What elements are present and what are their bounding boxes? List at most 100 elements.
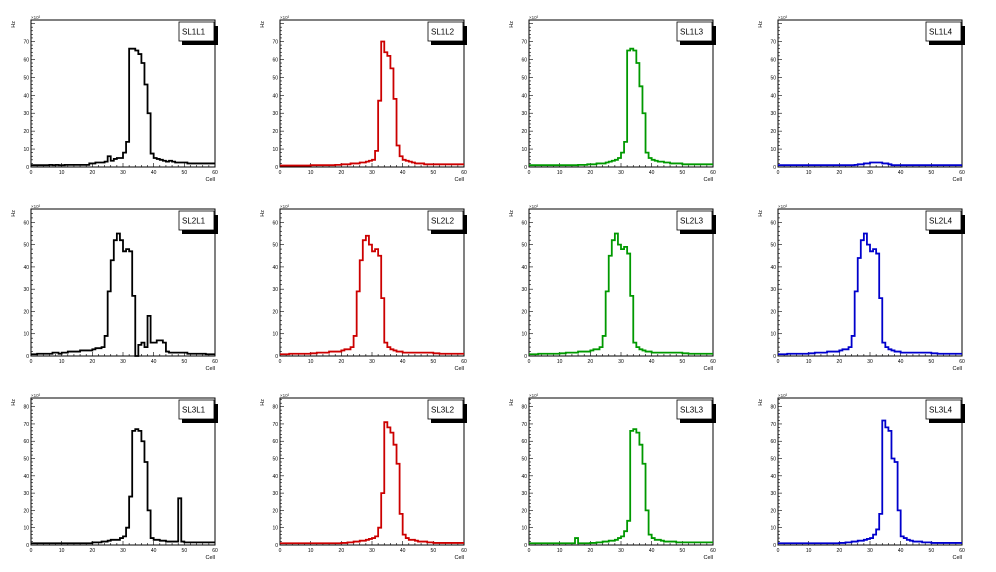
x-axis-label: Cell [455, 555, 464, 561]
x-tick-label: 0 [30, 170, 33, 176]
x-tick-label: 10 [557, 170, 563, 176]
y-axis-label: Hz [260, 21, 266, 28]
y-tick-label: 60 [521, 57, 527, 63]
x-tick-label: 10 [308, 170, 314, 176]
x-tick-label: 20 [339, 548, 345, 554]
x-tick-label: 40 [400, 548, 406, 554]
y-tick-label: 80 [770, 405, 776, 411]
histogram-panel-sl3l2: 0 10 20 30 40 50 60 0 10 20 30 40 50 60 70 80 Cell Hz ×10³… [260, 393, 467, 561]
histogram-panel-sl1l3: 0 10 20 30 40 50 60 0 10 20 30 40 50 60 70 Cell Hz ×10³ SL… [509, 15, 716, 183]
y-tick-label: 40 [521, 93, 527, 99]
y-tick-label: 0 [275, 354, 278, 360]
y-tick-label: 40 [272, 93, 278, 99]
title-box [676, 399, 713, 420]
x-tick-label: 10 [557, 359, 563, 365]
x-tick-label: 50 [182, 170, 188, 176]
x-tick-label: 30 [867, 359, 873, 365]
x-tick-label: 60 [710, 548, 716, 554]
y-tick-label: 30 [521, 287, 527, 293]
y-tick-label: 80 [272, 405, 278, 411]
y-tick-label: 40 [23, 93, 29, 99]
x-tick-label: 60 [710, 170, 716, 176]
x-tick-label: 30 [618, 170, 624, 176]
x-tick-label: 40 [151, 359, 157, 365]
y-axis-multiplier: ×10³ [778, 15, 788, 20]
y-tick-label: 10 [23, 526, 29, 532]
x-tick-label: 0 [528, 359, 531, 365]
x-tick-label: 10 [308, 548, 314, 554]
x-tick-label: 0 [279, 548, 282, 554]
y-tick-label: 10 [272, 332, 278, 338]
y-axis-label: Hz [509, 210, 515, 217]
histogram-panel-sl3l1: 0 10 20 30 40 50 60 0 10 20 30 40 50 60 70 80 Cell Hz ×10³… [11, 393, 218, 561]
x-tick-label: 60 [959, 548, 965, 554]
y-axis-label: Hz [11, 21, 17, 28]
x-tick-label: 0 [528, 548, 531, 554]
x-axis-label: Cell [206, 366, 215, 372]
x-tick-label: 0 [279, 170, 282, 176]
y-tick-label: 50 [23, 243, 29, 249]
x-tick-label: 40 [898, 170, 904, 176]
y-tick-label: 10 [272, 147, 278, 153]
x-tick-label: 60 [959, 170, 965, 176]
x-axis-label: Cell [953, 366, 962, 372]
histogram-panel-sl2l4: 0 10 20 30 40 50 600102030405060CellHz×10³SL2L… [758, 204, 965, 372]
y-tick-label: 50 [521, 457, 527, 463]
histogram-title: SL2L1 [182, 217, 206, 226]
x-tick-label: 30 [369, 359, 375, 365]
y-tick-label: 40 [521, 265, 527, 271]
x-tick-label: 10 [806, 548, 812, 554]
histogram-title: SL1L3 [680, 28, 704, 37]
y-tick-label: 50 [23, 75, 29, 81]
x-tick-label: 50 [929, 548, 935, 554]
y-axis-multiplier: ×10³ [31, 393, 41, 398]
histogram-series-line [280, 421, 464, 545]
y-tick-label: 60 [23, 439, 29, 445]
y-tick-label: 70 [23, 422, 29, 428]
y-tick-label: 60 [272, 57, 278, 63]
x-tick-label: 40 [151, 548, 157, 554]
x-tick-label: 40 [649, 548, 655, 554]
title-box [178, 399, 215, 420]
histogram-series-line [31, 47, 215, 167]
y-tick-label: 0 [524, 165, 527, 171]
x-tick-label: 30 [369, 170, 375, 176]
x-tick-label: 50 [680, 359, 686, 365]
y-tick-label: 50 [272, 243, 278, 249]
y-tick-label: 10 [770, 332, 776, 338]
x-tick-label: 40 [898, 548, 904, 554]
x-tick-label: 60 [212, 170, 218, 176]
histogram-panel-sl2l2: 0 10 20 30 40 50 600102030405060CellHz×10³SL2L… [260, 204, 467, 372]
title-box [427, 399, 464, 420]
x-tick-label: 0 [777, 359, 780, 365]
title-box [925, 399, 962, 420]
y-tick-label: 40 [521, 474, 527, 480]
y-tick-label: 30 [770, 287, 776, 293]
histogram-series-line [778, 419, 962, 545]
y-axis-label: Hz [758, 399, 764, 406]
y-axis-multiplier: ×10³ [280, 393, 290, 398]
x-tick-label: 50 [929, 170, 935, 176]
histogram-title: SL2L3 [680, 217, 704, 226]
y-tick-label: 60 [521, 439, 527, 445]
y-axis-multiplier: ×10³ [778, 393, 788, 398]
title-box [925, 21, 962, 42]
x-tick-label: 60 [212, 359, 218, 365]
histogram-panel-sl2l3: 0 10 20 30 40 50 600102030405060CellHz×10³SL2L… [509, 204, 716, 372]
histogram-series-line [778, 232, 962, 356]
x-tick-label: 20 [588, 548, 594, 554]
y-tick-label: 0 [26, 165, 29, 171]
y-tick-label: 20 [521, 309, 527, 315]
histogram-title: SL1L2 [431, 28, 455, 37]
histogram-series-line [778, 161, 962, 167]
y-tick-label: 60 [521, 220, 527, 226]
x-tick-label: 20 [90, 170, 96, 176]
histogram-panel-sl1l4: 0 10 20 30 40 50 60 0 10 20 30 40 50 60 70 Cell Hz ×10³ SL… [758, 15, 965, 183]
y-tick-label: 60 [23, 57, 29, 63]
y-tick-label: 0 [26, 543, 29, 549]
x-tick-label: 40 [898, 359, 904, 365]
y-axis-multiplier: ×10³ [31, 15, 41, 20]
y-tick-label: 60 [272, 220, 278, 226]
y-tick-label: 60 [770, 220, 776, 226]
